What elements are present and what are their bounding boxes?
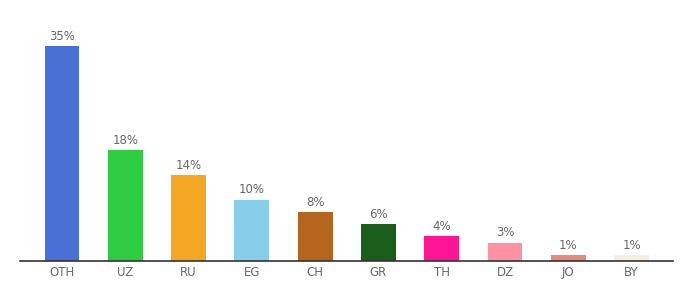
Text: 1%: 1%: [622, 239, 641, 252]
Text: 18%: 18%: [112, 134, 138, 147]
Bar: [171, 175, 206, 261]
Bar: [424, 236, 459, 261]
Text: 14%: 14%: [175, 159, 202, 172]
Bar: [298, 212, 333, 261]
Bar: [45, 46, 80, 261]
Text: 35%: 35%: [49, 30, 75, 43]
Bar: [361, 224, 396, 261]
Bar: [108, 150, 143, 261]
Bar: [614, 255, 649, 261]
Text: 6%: 6%: [369, 208, 388, 221]
Bar: [551, 255, 585, 261]
Text: 10%: 10%: [239, 183, 265, 196]
Text: 8%: 8%: [306, 196, 324, 209]
Text: 4%: 4%: [432, 220, 451, 233]
Bar: [235, 200, 269, 261]
Text: 1%: 1%: [559, 239, 577, 252]
Text: 3%: 3%: [496, 226, 514, 239]
Bar: [488, 242, 522, 261]
